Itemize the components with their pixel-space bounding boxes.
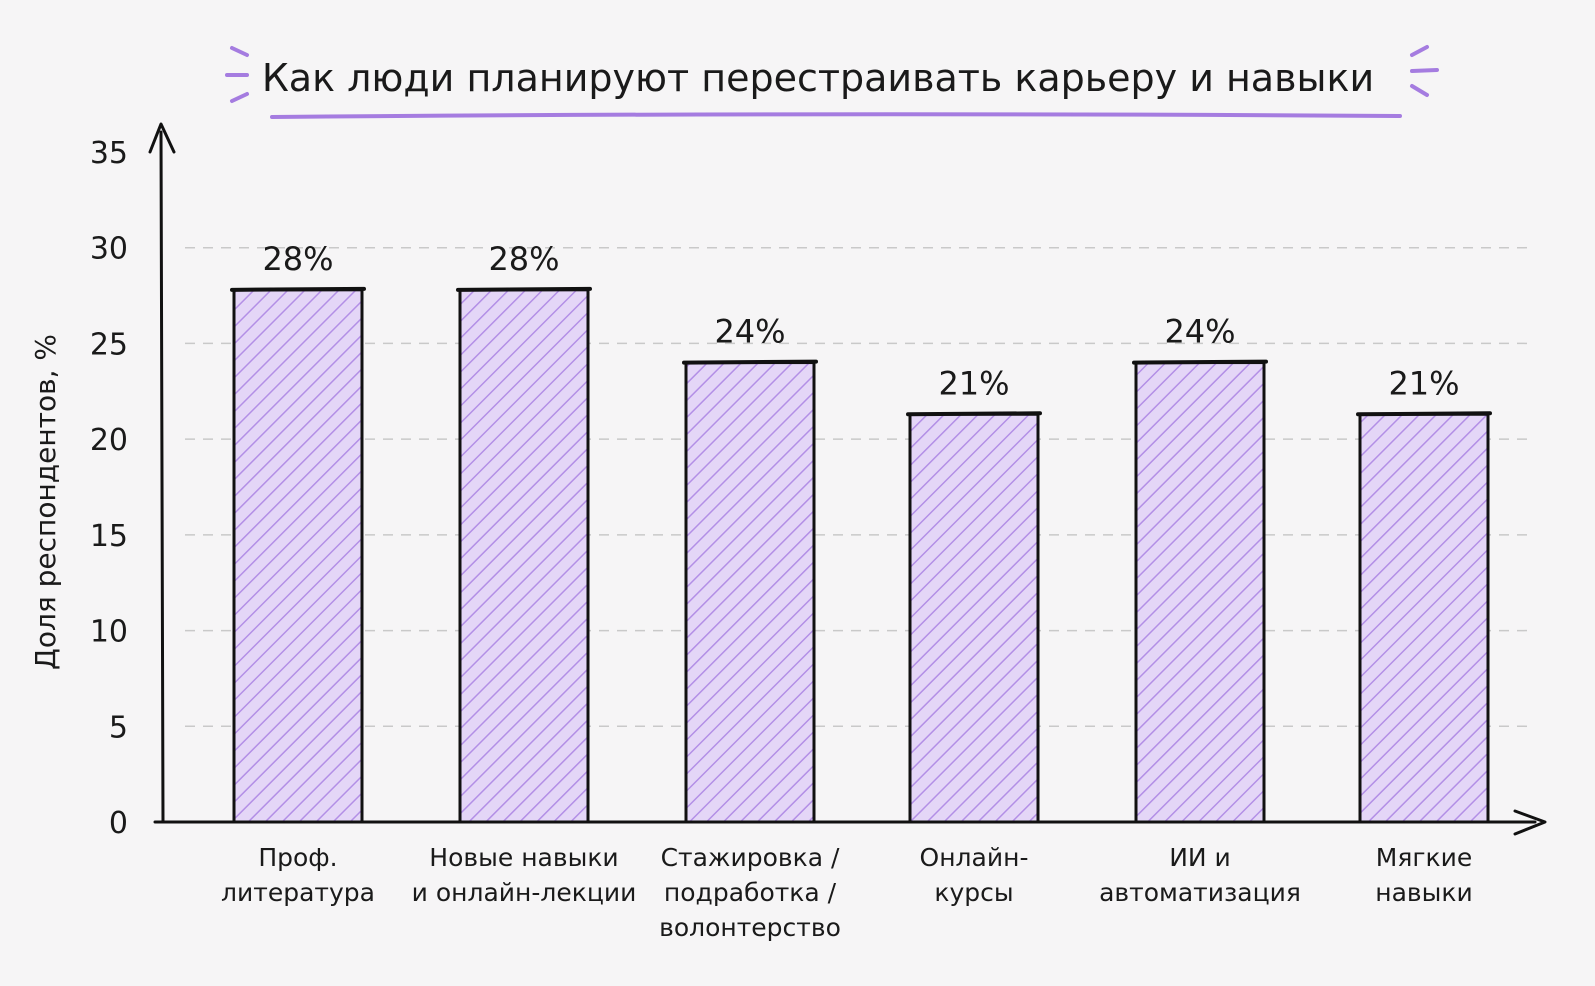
x-tick-label: Онлайн-курсы — [920, 843, 1029, 907]
x-tick-label: ИИ и автоматизация — [1099, 843, 1301, 907]
data-label: 21% — [938, 364, 1009, 402]
y-axis-line — [159, 130, 165, 824]
bar — [908, 412, 1040, 824]
bar — [458, 288, 590, 824]
x-tick-label: Новые навыки и онлайн-лекции — [412, 843, 637, 907]
x-axis-arrow — [1513, 809, 1547, 836]
x-tick-label: Мягкие навыки — [1375, 843, 1473, 907]
x-tick-labels: Проф. литература Новые навыки и онлайн-лекц… — [221, 843, 1473, 942]
data-label: 24% — [1164, 313, 1235, 351]
y-tick-label: 10 — [90, 615, 128, 650]
bar-top-edge — [456, 286, 592, 292]
bar-top-edge — [682, 359, 818, 365]
bar — [684, 361, 816, 824]
data-labels: 28% 28% 24% 21% 24% 21% — [262, 240, 1459, 402]
y-tick-labels: 0 5 10 15 20 25 30 35 — [90, 136, 128, 841]
bar-top-edge — [1132, 359, 1268, 365]
y-tick-label: 35 — [90, 136, 128, 171]
title-decoration-right — [1410, 45, 1439, 97]
bars — [230, 286, 1492, 824]
data-label: 21% — [1388, 364, 1459, 402]
bar-top-edge — [230, 286, 366, 292]
x-tick-label: Стажировка / подработка / волонтерство — [659, 843, 841, 942]
y-axis-arrow — [148, 122, 176, 154]
y-tick-label: 5 — [109, 710, 128, 745]
chart-title: Как люди планируют перестраивать карьеру… — [262, 56, 1374, 100]
data-label: 28% — [488, 240, 559, 278]
gridlines — [185, 246, 1535, 728]
y-tick-label: 25 — [90, 327, 128, 362]
bar-top-edge — [906, 411, 1042, 417]
bar-top-edge — [1356, 411, 1492, 417]
title-underline — [270, 112, 1402, 119]
y-tick-label: 15 — [90, 519, 128, 554]
data-label: 28% — [262, 240, 333, 278]
x-tick-label: Проф. литература — [221, 843, 375, 907]
bar — [232, 288, 364, 824]
bar — [1134, 361, 1266, 824]
y-tick-label: 20 — [90, 423, 128, 458]
y-tick-label: 0 — [109, 806, 128, 841]
bar — [1358, 412, 1490, 824]
data-label: 24% — [714, 313, 785, 351]
y-axis-label: Доля респондентов, % — [29, 334, 62, 670]
y-tick-label: 30 — [90, 232, 128, 267]
axes — [148, 122, 1547, 836]
title-decoration-left — [225, 46, 249, 103]
